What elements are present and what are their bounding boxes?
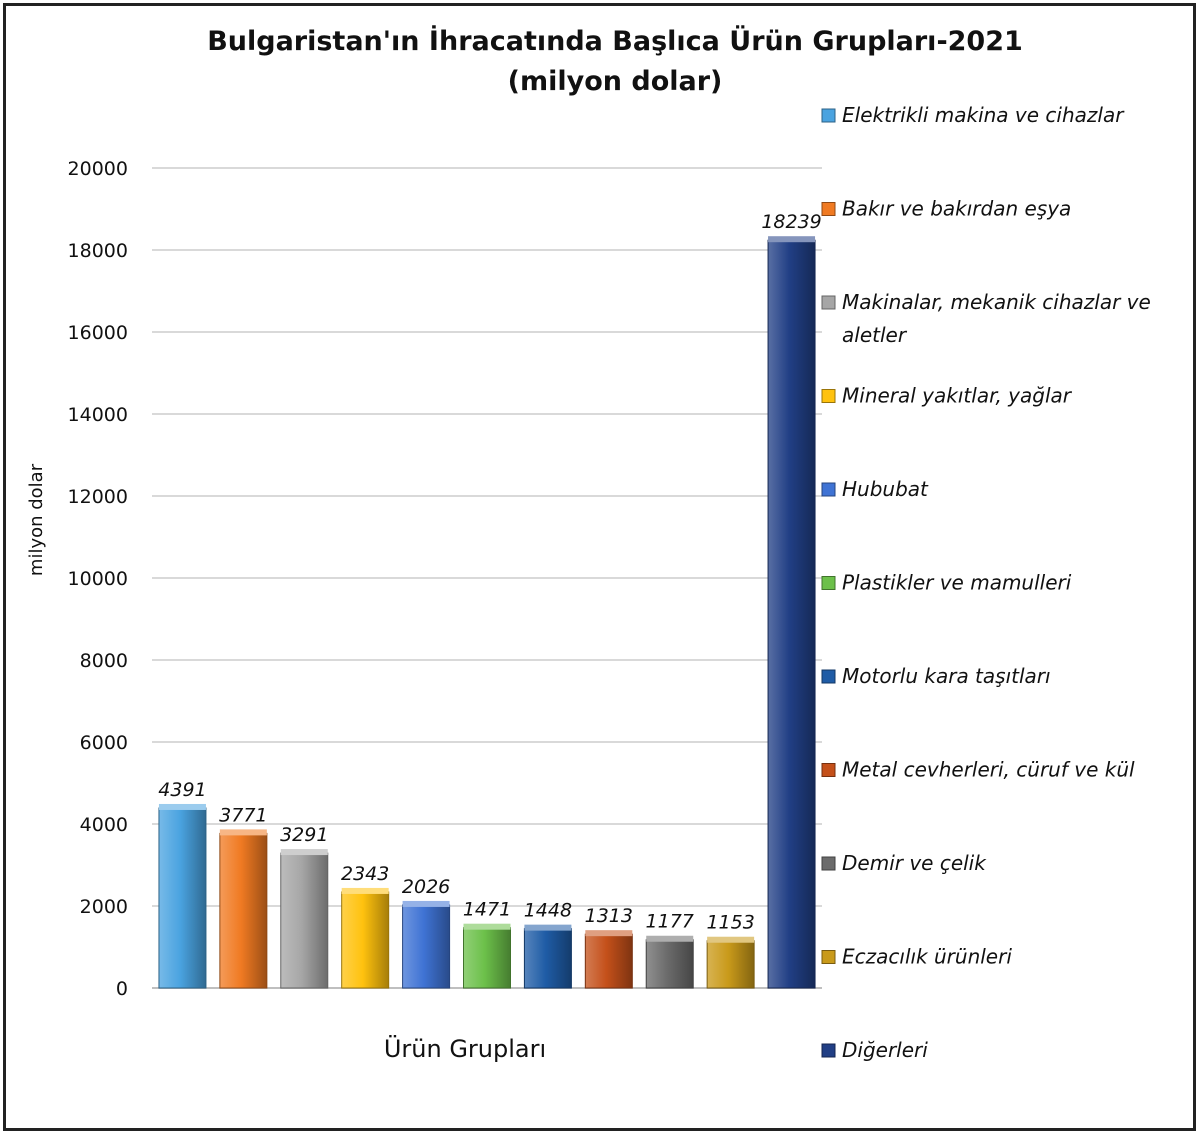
- data-label: 2026: [402, 876, 450, 898]
- legend-swatch: [821, 669, 836, 684]
- legend-swatch: [821, 389, 836, 403]
- bar: [219, 832, 268, 989]
- legend-swatch: [821, 108, 836, 123]
- bar-top: [646, 935, 694, 942]
- bar: [402, 904, 451, 989]
- y-tick-label: 8000: [80, 650, 128, 672]
- legend-entry: Plastikler ve mamulleri: [842, 571, 1072, 595]
- data-label: 3771: [219, 804, 267, 826]
- data-labels: 4391 3771 3291 2343 2026 1471 1448 1313 1177 1153…: [158, 211, 821, 934]
- data-label: 1153: [706, 912, 754, 934]
- y-axis-label: milyon dolar: [26, 463, 47, 576]
- bar: [706, 940, 755, 989]
- legend-swatch: [821, 856, 836, 871]
- legend-entry: Hububat: [842, 477, 929, 501]
- bar-top: [768, 236, 816, 243]
- legend-entry: Elektrikli makina ve cihazlar: [842, 103, 1125, 127]
- data-label: 18239: [761, 211, 821, 233]
- legend-swatch: [821, 295, 836, 310]
- y-tick-label: 16000: [68, 322, 128, 344]
- bar: [523, 928, 572, 989]
- legend-entry: Metal cevherleri, cüruf ve kül: [842, 758, 1135, 782]
- bar: [645, 939, 694, 989]
- bar: [280, 852, 329, 989]
- bar-top: [585, 930, 633, 937]
- data-label: 1177: [646, 911, 694, 933]
- legend-swatch: [821, 1043, 836, 1058]
- data-label: 2343: [341, 863, 389, 885]
- y-tick-label: 12000: [68, 486, 128, 508]
- bar: [341, 891, 390, 989]
- bar-top: [463, 923, 511, 930]
- chart-subtitle: (milyon dolar): [508, 66, 723, 97]
- bars: [158, 236, 816, 989]
- data-label: 3291: [280, 824, 328, 846]
- y-tick-label: 18000: [68, 240, 128, 262]
- data-label: 4391: [158, 779, 206, 801]
- legend-entry: Mineral yakıtlar, yağlar: [842, 384, 1073, 408]
- bar: [158, 807, 207, 989]
- bar: [767, 239, 816, 989]
- y-tick-label: 0: [116, 978, 128, 1000]
- y-tick-label: 14000: [68, 404, 128, 426]
- y-axis-ticks: 0 2000 4000 6000 8000 10000 12000 14000 16000 180…: [68, 158, 128, 1000]
- y-tick-label: 20000: [68, 158, 128, 180]
- bar-top: [402, 900, 450, 907]
- legend-swatch: [821, 202, 836, 216]
- legend-entry: Eczacılık ürünleri: [842, 945, 1012, 969]
- bar: [463, 927, 511, 989]
- legend-entry: Diğerleri: [842, 1038, 928, 1062]
- legend-entry: Demir ve çelik: [842, 851, 987, 875]
- data-label: 1471: [463, 899, 511, 921]
- bar-top: [280, 849, 328, 856]
- bar-top: [341, 887, 389, 894]
- y-tick-label: 6000: [80, 732, 128, 754]
- bar-top: [158, 803, 206, 810]
- bar: [584, 933, 633, 989]
- legend-swatch: [821, 482, 836, 497]
- legend-swatch: [821, 576, 836, 590]
- legend-entry: Bakır ve bakırdan eşya: [842, 197, 1071, 221]
- legend-entry: Makinalar, mekanik cihazlar ve aletler: [842, 290, 1151, 347]
- bar-top: [524, 924, 572, 931]
- y-tick-label: 10000: [68, 568, 128, 590]
- x-axis-label: Ürün Grupları: [384, 1034, 546, 1063]
- y-tick-label: 4000: [80, 814, 128, 836]
- legend-swatch: [821, 950, 836, 964]
- bar-top: [707, 936, 755, 943]
- legend: Elektrikli makina ve cihazlar Bakır ve ba…: [821, 103, 1151, 1062]
- bar-top: [219, 829, 267, 836]
- data-label: 1313: [585, 905, 633, 927]
- y-tick-label: 2000: [80, 896, 128, 918]
- legend-entry: Motorlu kara taşıtları: [842, 664, 1051, 688]
- chart-title: Bulgaristan'ın İhracatında Başlıca Ürün …: [207, 24, 1023, 57]
- legend-swatch: [821, 763, 836, 777]
- data-label: 1448: [524, 900, 572, 922]
